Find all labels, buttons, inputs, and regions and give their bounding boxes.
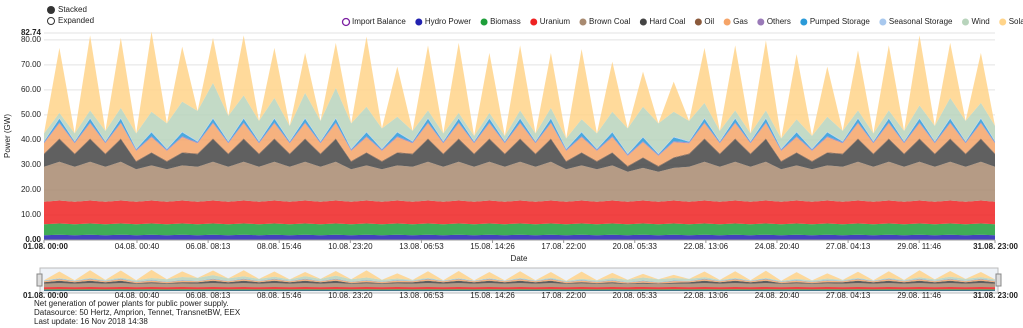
y-tick-label: 10.00 — [21, 210, 42, 219]
mode-option[interactable]: Expanded — [58, 16, 94, 25]
legend-marker[interactable] — [579, 18, 587, 26]
y-tick-label: 50.00 — [21, 110, 42, 119]
x-tick-label: 17.08. 22:00 — [541, 242, 586, 251]
legend-label[interactable]: Biomass — [490, 17, 521, 26]
y-tick-label: 60.00 — [21, 85, 42, 94]
navigator-tick-label: 13.08. 06:53 — [399, 291, 444, 300]
x-tick-label: 06.08. 08:13 — [186, 242, 231, 251]
legend-marker[interactable] — [694, 18, 702, 26]
legend-marker[interactable] — [999, 18, 1007, 26]
legend-marker[interactable] — [530, 18, 538, 26]
legend-marker[interactable] — [757, 18, 765, 26]
x-tick-label: 01.08. 00:00 — [23, 242, 68, 251]
navigator-tick-label: 22.08. 13:06 — [684, 291, 729, 300]
footer: Net generation of power plants for publi… — [34, 299, 229, 308]
legend-label[interactable]: Seasonal Storage — [889, 17, 953, 26]
x-tick-label: 10.08. 23:20 — [328, 242, 373, 251]
y-tick-label: 70.00 — [21, 60, 42, 69]
navigator-tick-label: 29.08. 11:46 — [897, 291, 941, 300]
legend-label[interactable]: Hydro Power — [425, 17, 472, 26]
y-tick-label: 30.00 — [21, 160, 42, 169]
legend-label[interactable]: Solar — [1009, 17, 1023, 26]
legend-label[interactable]: Wind — [971, 17, 989, 26]
legend-label[interactable]: Uranium — [540, 17, 571, 26]
navigator-tick-label: 17.08. 22:00 — [541, 291, 586, 300]
area — [44, 234, 995, 240]
navigator-area — [44, 280, 995, 284]
navigator-tick-label: 06.08. 08:13 — [186, 291, 231, 300]
legend-label[interactable]: Others — [767, 17, 791, 26]
legend-marker[interactable] — [480, 18, 488, 26]
legend-marker[interactable] — [961, 18, 969, 26]
x-axis-label: Date — [511, 254, 528, 263]
y-tick-label: 40.00 — [21, 135, 42, 144]
area — [44, 123, 995, 166]
navigator-area — [44, 290, 995, 291]
legend-label[interactable]: Pumped Storage — [810, 17, 871, 26]
area — [44, 82, 995, 154]
navigator-area — [44, 280, 995, 285]
x-tick-label: 22.08. 13:06 — [684, 242, 729, 251]
navigator-tick-label: 01.08. 00:00 — [23, 291, 68, 300]
navigator-tick-label: 04.08. 00:40 — [115, 291, 160, 300]
legend-marker[interactable] — [341, 17, 351, 27]
x-tick-label: 04.08. 00:40 — [115, 242, 160, 251]
navigator-handle[interactable] — [36, 273, 43, 287]
navigator-tick-label: 24.08. 20:40 — [755, 291, 800, 300]
x-tick-label: 31.08. 23:00 — [973, 242, 1018, 251]
navigator-tick-label: 20.08. 05:33 — [613, 291, 658, 300]
navigator-tick-label: 10.08. 23:20 — [328, 291, 373, 300]
legend-label[interactable]: Oil — [704, 17, 714, 26]
navigator-area — [44, 287, 995, 290]
area — [44, 139, 995, 172]
footer: Datasource: 50 Hertz, Amprion, Tennet, T… — [34, 308, 241, 317]
x-tick-label: 27.08. 04:13 — [826, 242, 871, 251]
navigator-area — [44, 283, 995, 288]
legend-label[interactable]: Gas — [733, 17, 748, 26]
navigator-area — [44, 275, 995, 283]
legend-label[interactable]: Import Balance — [352, 17, 406, 26]
navigator-handle[interactable] — [995, 273, 1002, 287]
navigator-tick-label: 08.08. 15:46 — [257, 291, 302, 300]
navigator-tick-label: 27.08. 04:13 — [826, 291, 871, 300]
navigator-area — [44, 289, 995, 291]
y-tick-label: 80.00 — [21, 35, 42, 44]
x-tick-label: 08.08. 15:46 — [257, 242, 302, 251]
x-tick-label: 13.08. 06:53 — [399, 242, 444, 251]
x-tick-label: 15.08. 14:26 — [470, 242, 515, 251]
radio-on[interactable] — [47, 6, 55, 14]
y-tick-label: 0.00 — [25, 235, 41, 244]
footer: Last update: 16 Nov 2018 14:38 — [34, 317, 148, 326]
legend-marker[interactable] — [723, 18, 731, 26]
y-tick-label: 82.74 — [21, 28, 42, 37]
navigator-area — [44, 279, 995, 284]
mode-option[interactable]: Stacked — [58, 5, 87, 14]
navigator-tick-label: 15.08. 14:26 — [470, 291, 515, 300]
navigator-tick-label: 31.08. 23:00 — [973, 291, 1018, 300]
legend-marker[interactable] — [415, 18, 423, 26]
radio-off[interactable] — [47, 17, 55, 25]
area — [44, 200, 995, 225]
legend-marker[interactable] — [879, 18, 887, 26]
x-tick-label: 24.08. 20:40 — [755, 242, 800, 251]
legend-marker[interactable] — [800, 18, 808, 26]
legend-label[interactable]: Brown Coal — [589, 17, 631, 26]
x-tick-label: 29.08. 11:46 — [897, 242, 941, 251]
legend-marker[interactable] — [639, 18, 647, 26]
area — [44, 31, 995, 139]
y-tick-label: 20.00 — [21, 185, 42, 194]
navigator-area — [44, 269, 995, 281]
area — [44, 223, 995, 236]
y-axis-label: Power (GW) — [3, 114, 12, 158]
x-tick-label: 20.08. 05:33 — [613, 242, 658, 251]
area — [44, 161, 995, 202]
legend-label[interactable]: Hard Coal — [649, 17, 685, 26]
